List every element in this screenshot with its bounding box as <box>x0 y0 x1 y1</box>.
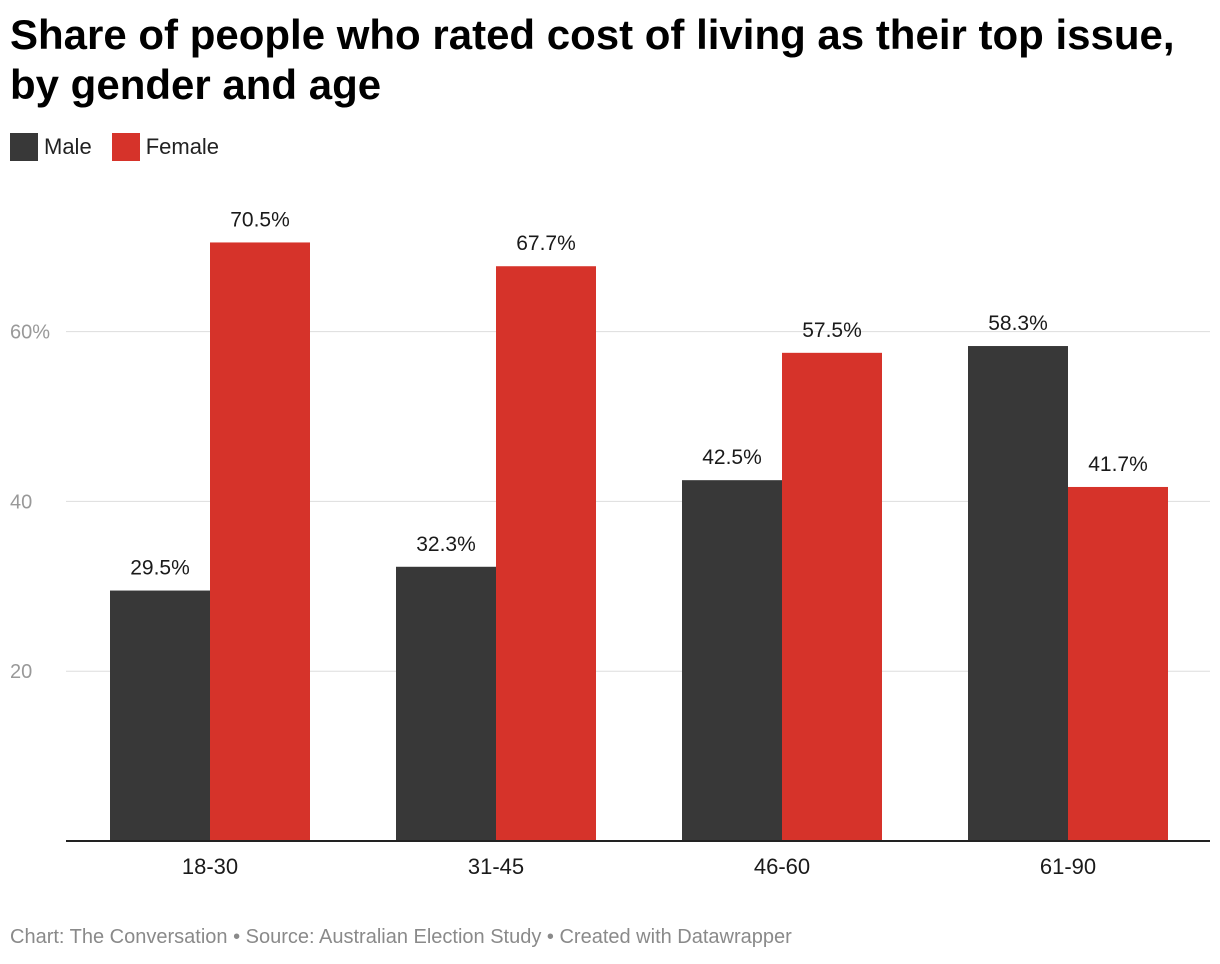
chart-footer: Chart: The Conversation • Source: Austra… <box>10 926 792 948</box>
legend-label-female: Female <box>145 134 220 159</box>
bar-female-31-45 <box>496 266 596 841</box>
value-label-male-61-90: 58.3% <box>988 312 1048 335</box>
bar-male-31-45 <box>396 566 496 841</box>
value-label-female-18-30: 70.5% <box>230 208 290 231</box>
x-tick-label-46-60: 46-60 <box>754 854 810 879</box>
y-tick-label-20: 20 <box>10 661 32 683</box>
bar-male-61-90 <box>968 346 1068 841</box>
y-tick-label-40: 40 <box>10 491 32 513</box>
bar-male-46-60 <box>682 480 782 841</box>
value-label-male-18-30: 29.5% <box>130 557 190 580</box>
x-tick-label-61-90: 61-90 <box>1040 854 1096 879</box>
value-label-male-31-45: 32.3% <box>416 533 476 556</box>
y-tick-label-60: 60% <box>10 322 50 344</box>
legend-item-male: Male <box>10 133 92 161</box>
value-label-female-31-45: 67.7% <box>516 232 576 255</box>
legend: Male Female <box>10 132 239 162</box>
legend-label-male: Male <box>44 134 92 159</box>
legend-item-female: Female <box>111 133 220 161</box>
bar-female-46-60 <box>782 352 882 841</box>
legend-swatch-female <box>111 133 140 161</box>
value-label-male-46-60: 42.5% <box>702 446 762 469</box>
bar-female-61-90 <box>1068 486 1168 841</box>
value-label-female-61-90: 41.7% <box>1088 453 1148 476</box>
x-tick-label-31-45: 31-45 <box>468 854 524 879</box>
bar-male-18-30 <box>110 590 210 841</box>
x-tick-label-18-30: 18-30 <box>182 854 238 879</box>
legend-swatch-male <box>10 133 38 161</box>
bar-female-18-30 <box>210 242 310 841</box>
value-label-female-46-60: 57.5% <box>802 319 862 342</box>
chart-title: Share of people who rated cost of living… <box>10 11 1175 108</box>
